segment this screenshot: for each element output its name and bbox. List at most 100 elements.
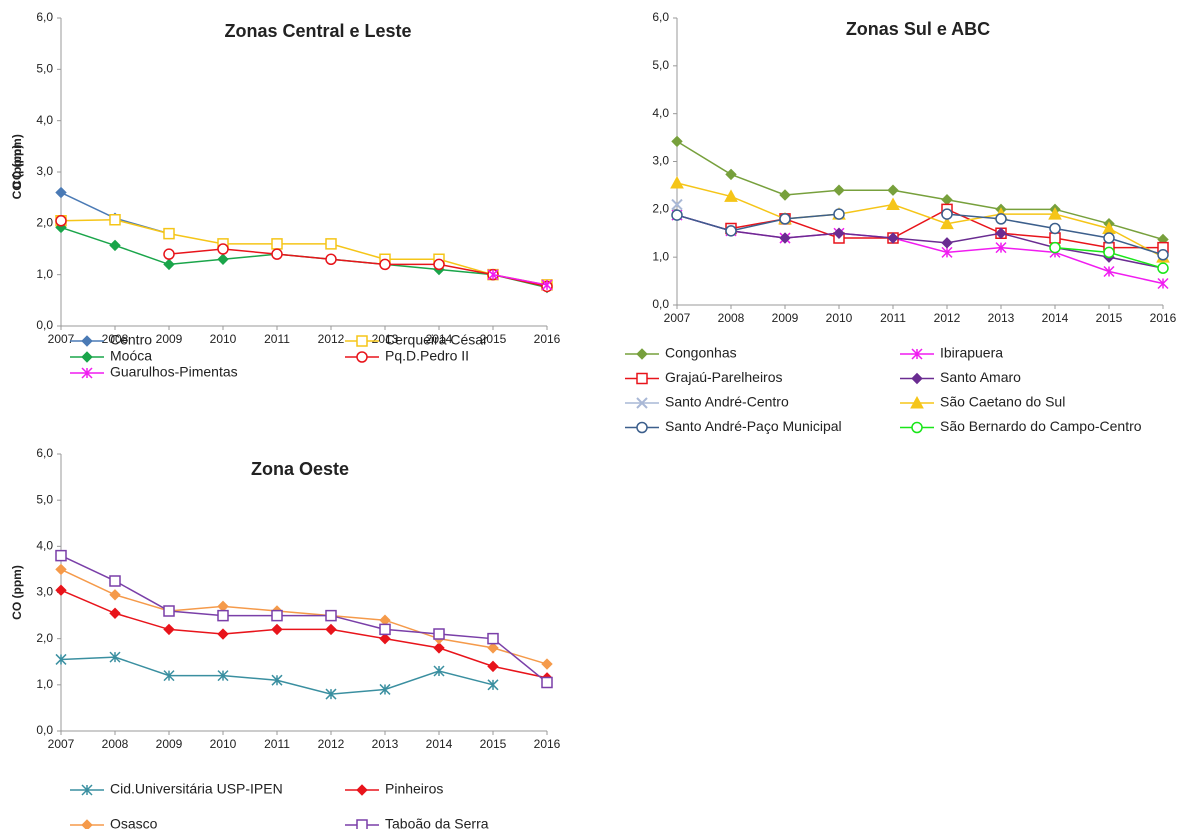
series-line [676, 140, 1164, 241]
marker [109, 575, 121, 587]
y-axis-title: CO (ppm) [10, 145, 24, 200]
x-tick-label: 2015 [480, 332, 507, 346]
marker [55, 186, 67, 199]
marker [271, 238, 283, 250]
x-tick-label: 2015 [480, 737, 507, 751]
marker [671, 209, 683, 221]
x-tick-label: 2009 [156, 332, 183, 346]
marker [217, 253, 229, 265]
y-tick-label: 3,0 [36, 585, 53, 599]
legend-item: Centro [70, 332, 152, 348]
y-tick-label: 6,0 [652, 10, 669, 24]
marker [271, 248, 283, 260]
marker [886, 197, 900, 211]
marker [541, 279, 553, 291]
legend-label: São Caetano do Sul [940, 394, 1065, 410]
legend-marker [356, 351, 368, 363]
marker [671, 135, 683, 148]
marker [109, 589, 121, 601]
marker [940, 216, 954, 230]
marker [433, 665, 445, 677]
series-line [60, 568, 548, 665]
legend-marker [81, 784, 93, 796]
legend-label: Cerqueira César [385, 332, 488, 348]
marker [487, 269, 499, 281]
x-tick-label: 2011 [880, 311, 906, 325]
marker [995, 242, 1007, 254]
x-tick-label: 2008 [102, 737, 129, 751]
series-line [60, 554, 548, 684]
legend-marker [81, 367, 93, 379]
y-tick-label: 1,0 [36, 677, 53, 691]
legend-marker [356, 335, 368, 347]
marker [217, 243, 229, 255]
y-tick-label: 1,0 [36, 267, 53, 281]
y-tick-label: 5,0 [36, 492, 53, 506]
y-tick-label: 2,0 [36, 216, 53, 230]
chart-title: Zonas Central e Leste [224, 21, 411, 41]
marker [55, 549, 67, 562]
legend-marker [911, 348, 923, 360]
y-tick-label: 0,0 [36, 318, 53, 332]
marker [109, 213, 121, 226]
marker [995, 213, 1007, 225]
y-tick-label: 2,0 [652, 202, 669, 216]
legend-label: Pq.D.Pedro II [385, 348, 469, 364]
x-tick-label: 2011 [264, 332, 290, 346]
marker [217, 609, 229, 622]
marker [1103, 232, 1115, 244]
marker [217, 628, 229, 640]
series-line [492, 273, 548, 286]
x-tick-label: 2009 [772, 311, 799, 325]
marker [541, 676, 553, 689]
legend-label: Santo Amaro [940, 369, 1021, 385]
legend-item: Grajaú-Parelheiros [625, 369, 783, 385]
series-line [676, 182, 1164, 258]
legend-label: Osasco [110, 816, 158, 829]
legend-label: Congonhas [665, 345, 737, 361]
marker [163, 670, 175, 682]
y-tick-label: 3,0 [36, 164, 53, 178]
y-tick-label: 3,0 [652, 154, 669, 168]
legend-item: Guarulhos-Pimentas [70, 364, 238, 380]
legend-item: Pinheiros [345, 781, 443, 797]
x-tick-label: 2011 [264, 737, 290, 751]
marker [379, 623, 391, 636]
marker [217, 670, 229, 682]
x-tick-label: 2008 [718, 311, 745, 325]
marker [163, 227, 175, 240]
marker [379, 683, 391, 695]
marker [941, 194, 953, 206]
chart-title: Zonas Sul e ABC [846, 19, 990, 39]
marker [55, 653, 67, 665]
marker [109, 607, 121, 619]
legend-marker [636, 397, 648, 409]
x-tick-label: 2009 [156, 737, 183, 751]
marker [487, 679, 499, 691]
marker [1157, 262, 1169, 274]
marker [163, 623, 175, 636]
legend-label: Ibirapuera [940, 345, 1003, 361]
x-tick-label: 2014 [426, 332, 453, 346]
marker [724, 189, 738, 202]
legend-item: Santo André-Paço Municipal [625, 418, 842, 434]
y-axis-title: CO (ppm) [10, 134, 24, 189]
legend-item: Cerqueira César [345, 332, 488, 348]
marker [325, 623, 337, 636]
legend-item: Moóca [70, 348, 152, 364]
legend-marker [636, 372, 648, 385]
marker [833, 227, 845, 239]
marker [1157, 277, 1169, 290]
x-tick-label: 2013 [988, 311, 1015, 325]
legend-label: Santo André-Centro [665, 394, 789, 410]
legend-marker [911, 421, 923, 434]
series-line [676, 214, 1164, 269]
marker [941, 237, 953, 249]
legend-item: Cid.Universitária USP-IPEN [70, 781, 283, 797]
x-tick-label: 2010 [210, 737, 237, 751]
marker [779, 213, 791, 225]
legend-label: Taboão da Serra [385, 816, 489, 829]
marker [1103, 246, 1115, 259]
marker [379, 632, 391, 645]
marker [941, 246, 953, 258]
